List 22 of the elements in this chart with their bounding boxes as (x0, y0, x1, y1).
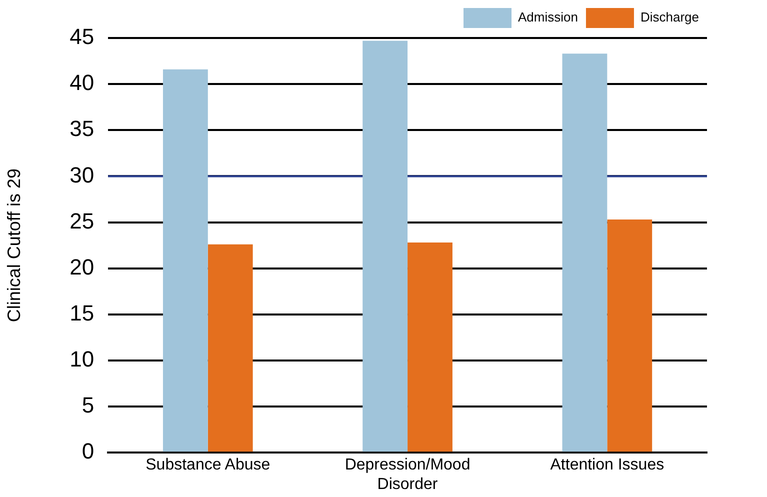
y-tick-label: 25 (70, 208, 94, 234)
legend-label: Discharge (640, 10, 700, 25)
y-axis-title: Clinical Cutoff is 29 (4, 168, 24, 322)
bar (362, 40, 408, 452)
y-tick-label: 15 (70, 300, 94, 326)
bar (162, 69, 208, 452)
y-tick-label: 45 (70, 24, 94, 50)
bar (208, 244, 253, 452)
x-tick-label: Attention Issues (550, 456, 664, 474)
y-tick-label: 35 (70, 116, 94, 142)
y-tick-label: 0 (82, 438, 94, 464)
bar (562, 54, 608, 452)
y-tick-label: 30 (70, 162, 94, 188)
y-tick-label: 10 (70, 346, 94, 372)
y-tick-label: 40 (70, 70, 94, 96)
y-tick-label: 20 (70, 254, 94, 280)
y-tick-label: 5 (82, 392, 94, 418)
x-tick-label: Depression/Mood Disorder (344, 456, 470, 493)
bar (408, 242, 452, 452)
x-tick-label: Substance Abuse (146, 456, 270, 474)
legend-label: Admission (518, 10, 578, 25)
bar (607, 220, 652, 452)
